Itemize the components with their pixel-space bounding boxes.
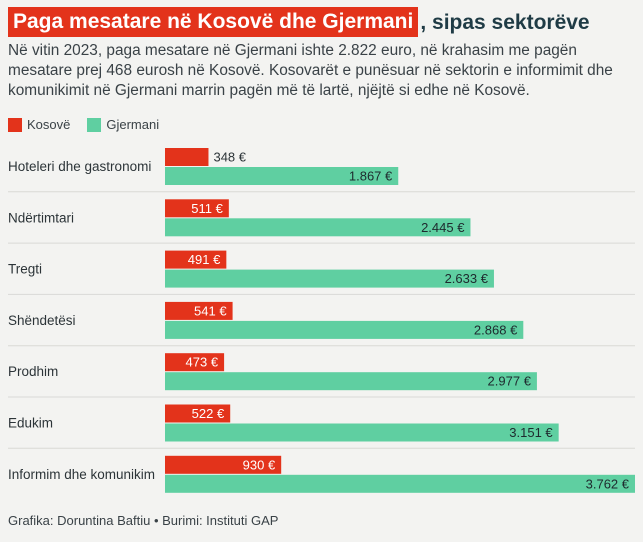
bar-germany (165, 167, 399, 185)
bar-kosovo-value-label: 541 € (194, 303, 227, 318)
bar-germany-value-label: 2.633 € (445, 271, 489, 286)
bar-germany (165, 320, 524, 339)
bar-germany (165, 372, 537, 391)
bar-kosovo (165, 199, 229, 218)
bar-kosovo-value-label: 348 € (213, 150, 246, 165)
bar-chart: Hoteleri dhe gastronomi 348 € 1.867 € Ndërt… (8, 148, 635, 493)
bar-germany-value-label: 3.762 € (586, 476, 630, 491)
bar-kosovo (165, 250, 227, 269)
category-label: Edukim (8, 416, 53, 431)
bar-germany-value-label: 3.151 € (509, 425, 553, 440)
bar-germany (165, 269, 494, 288)
bar-kosovo (165, 353, 225, 372)
bar-kosovo (165, 148, 209, 166)
legend-item-germany: Gjermani (87, 117, 159, 132)
chart-title: Paga mesatare në Kosovë dhe Gjermani , s… (8, 7, 590, 37)
bar-germany (165, 423, 559, 442)
category-label: Tregti (8, 262, 42, 277)
bar-kosovo (165, 404, 231, 423)
category-label: Ndërtimtari (8, 210, 74, 225)
bar-kosovo-value-label: 473 € (186, 355, 219, 370)
title-rest: , sipas sektorëve (420, 10, 590, 34)
bar-kosovo (165, 455, 282, 474)
chart-subtitle: Në vitin 2023, paga mesatare në Gjermani… (8, 42, 613, 99)
category-label: Hoteleri dhe gastronomi (8, 159, 151, 174)
bar-germany-value-label: 2.868 € (474, 322, 518, 337)
bar-germany (165, 474, 635, 493)
bar-germany (165, 218, 471, 237)
legend-swatch-kosovo (8, 117, 22, 132)
legend-swatch-germany (87, 117, 102, 132)
legend: Kosovë Gjermani (8, 117, 176, 132)
bar-kosovo-value-label: 511 € (191, 201, 223, 216)
legend-item-kosovo: Kosovë (8, 117, 70, 132)
category-label: Shëndetësi (8, 313, 76, 328)
category-label: Informim dhe komunikim (8, 467, 155, 482)
legend-label-kosovo: Kosovë (27, 117, 71, 132)
category-label: Prodhim (8, 364, 58, 379)
source-credit: Grafika: Doruntina Baftiu • Burimi: Inst… (8, 513, 279, 528)
bar-germany-value-label: 1.867 € (349, 169, 393, 184)
bar-kosovo-value-label: 491 € (188, 252, 221, 267)
bar-germany-value-label: 2.445 € (421, 220, 465, 235)
bar-kosovo (165, 301, 233, 320)
legend-label-germany: Gjermani (106, 117, 160, 132)
bar-kosovo-value-label: 522 € (192, 406, 225, 421)
title-highlight: Paga mesatare në Kosovë dhe Gjermani (8, 7, 419, 37)
bar-kosovo-value-label: 930 € (243, 457, 276, 472)
bar-germany-value-label: 2.977 € (488, 374, 532, 389)
